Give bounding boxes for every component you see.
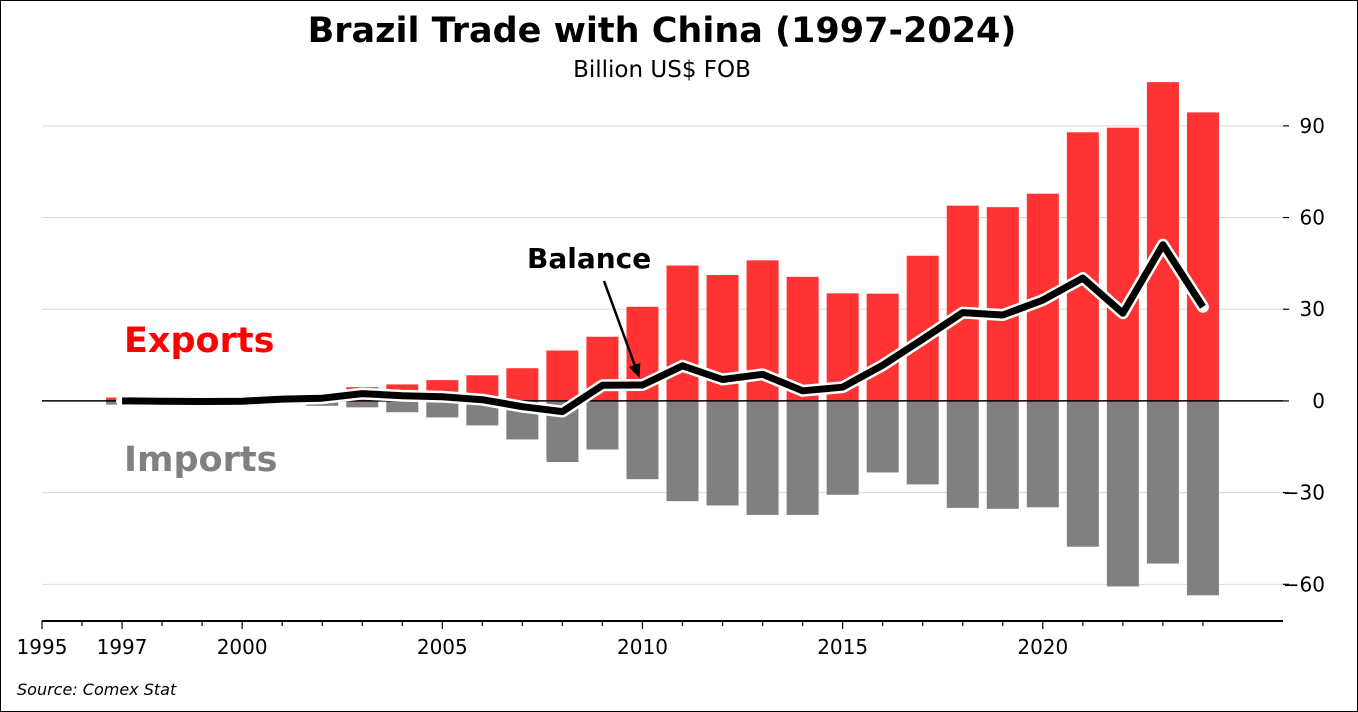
import-bar (1026, 400, 1059, 508)
export-bar (666, 265, 699, 401)
exports-series-label: Exports (124, 321, 274, 361)
balance-annotation-arrowhead (629, 362, 641, 379)
y-tick-label: 30 (1300, 297, 1325, 321)
imports-series-label: Imports (124, 440, 277, 480)
balance-series-label: Balance (527, 242, 651, 275)
x-tick-label: 2020 (1017, 635, 1068, 659)
imports-bars (106, 400, 1219, 596)
import-bar (946, 400, 979, 508)
export-bar (946, 205, 979, 401)
import-bar (866, 400, 899, 473)
y-tick-label: 90 (1300, 114, 1325, 138)
export-bar (1186, 112, 1219, 401)
x-tick-label: 2015 (817, 635, 868, 659)
import-bar (1146, 400, 1179, 564)
y-tick-label: −30 (1283, 481, 1325, 505)
balance-annotation-arrow (602, 280, 636, 366)
balance-line-group (116, 238, 1209, 418)
export-bar (1066, 132, 1099, 401)
import-bar (1186, 400, 1219, 596)
export-bar (1106, 127, 1139, 401)
balance-line (122, 241, 1206, 416)
x-tick-label: 2005 (417, 635, 468, 659)
export-bar (546, 350, 579, 401)
import-bar (986, 400, 1019, 509)
import-bar (826, 400, 859, 495)
export-bar (986, 207, 1019, 401)
x-tick-label: 1995 (17, 635, 68, 659)
export-bar (506, 368, 539, 401)
import-bar (906, 400, 939, 485)
x-tick-label: 1997 (97, 635, 148, 659)
x-axis: 1995 1997 2000 2005 2010 2015 2020 (17, 620, 1283, 659)
export-bar (866, 293, 899, 401)
import-bar (666, 400, 699, 502)
chart-subtitle: Billion US$ FOB (573, 57, 751, 83)
chart-source-note: Source: Comex Stat (17, 680, 177, 699)
y-axis: −60 −30 0 30 60 90 (1283, 114, 1325, 596)
import-bar (586, 400, 619, 450)
import-bar (386, 400, 419, 413)
y-tick-label: −60 (1283, 572, 1325, 596)
y-tick-label: 0 (1312, 389, 1325, 413)
y-tick-label: 60 (1300, 206, 1325, 230)
import-bar (626, 400, 659, 480)
x-tick-label: 2010 (617, 635, 668, 659)
import-bar (346, 400, 379, 408)
chart-title: Brazil Trade with China (1997-2024) (308, 11, 1017, 51)
import-bar (1066, 400, 1099, 547)
import-bar (1106, 400, 1139, 587)
x-tick-label: 2000 (217, 635, 268, 659)
import-bar (706, 400, 739, 506)
import-bar (746, 400, 779, 515)
import-bar (426, 400, 459, 418)
import-bar (786, 400, 819, 515)
